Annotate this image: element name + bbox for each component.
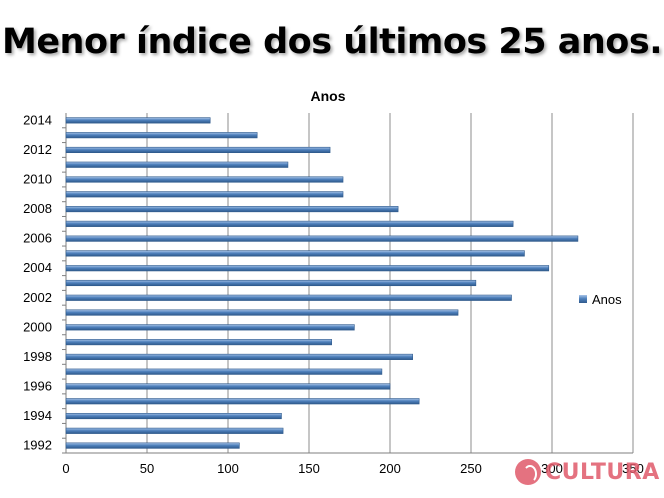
cultura-logo-icon xyxy=(515,459,541,485)
x-tick-label: 0 xyxy=(62,461,69,476)
bar-1992 xyxy=(65,442,240,449)
y-tick-label: 2006 xyxy=(23,231,52,246)
bar-2013 xyxy=(65,132,258,139)
bar-1994 xyxy=(65,412,282,420)
bar-2009 xyxy=(65,191,344,198)
legend: Anos xyxy=(579,292,622,307)
legend-swatch xyxy=(579,295,587,303)
y-tick-label: 2002 xyxy=(23,290,52,305)
x-tick-label: 50 xyxy=(140,461,154,476)
bar-2006 xyxy=(65,235,579,242)
x-tick-label: 250 xyxy=(460,461,482,476)
x-tick-label: 350 xyxy=(622,461,644,476)
y-tick-labels: 1992 1994 1996 1998 2000 2002 2004 2006 2008 2010… xyxy=(23,112,52,452)
bar-2005 xyxy=(65,250,525,257)
y-tick-label: 2012 xyxy=(23,142,52,157)
y-tick-label: 1998 xyxy=(23,349,52,364)
bar-2014 xyxy=(65,117,211,124)
x-tick-label: 200 xyxy=(379,461,401,476)
y-tick-label: 2004 xyxy=(23,260,52,275)
bar-1993 xyxy=(65,427,284,434)
bar-1996 xyxy=(65,383,391,390)
y-tick-label: 2000 xyxy=(23,319,52,334)
y-tick-label: 1992 xyxy=(23,438,52,453)
y-tick-label: 2014 xyxy=(23,112,52,127)
x-tick-labels: 0 50 100 150 200 250 300 350 xyxy=(62,461,643,476)
watermark: CULTURA xyxy=(515,459,660,485)
x-tick-label: 150 xyxy=(298,461,320,476)
slide-title: Menor índice dos últimos 25 anos. xyxy=(1,22,663,62)
bar-2008 xyxy=(65,206,399,213)
legend-label: Anos xyxy=(592,292,622,307)
y-tick-label: 1994 xyxy=(23,408,52,423)
bar-2000 xyxy=(65,324,355,331)
bar-2003 xyxy=(65,279,477,287)
bar-1997 xyxy=(65,368,383,375)
watermark-text: CULTURA xyxy=(545,459,660,485)
x-tick-label: 100 xyxy=(217,461,239,476)
bars xyxy=(65,117,579,449)
bar-2001 xyxy=(65,309,459,316)
y-tick-label: 2010 xyxy=(23,172,52,187)
bar-1999 xyxy=(65,339,332,346)
y-tick-label: 1996 xyxy=(23,378,52,393)
bar-1998 xyxy=(65,353,413,360)
bar-2011 xyxy=(65,161,289,168)
y-tick-label: 2008 xyxy=(23,201,52,216)
bar-2012 xyxy=(65,146,331,154)
bar-2007 xyxy=(65,220,514,227)
bar-1995 xyxy=(65,398,420,405)
x-tick-label: 300 xyxy=(541,461,563,476)
chart-title: Anos xyxy=(311,88,346,104)
bar-2002 xyxy=(65,294,512,301)
bar-2010 xyxy=(65,176,344,183)
bar-2004 xyxy=(65,265,550,272)
